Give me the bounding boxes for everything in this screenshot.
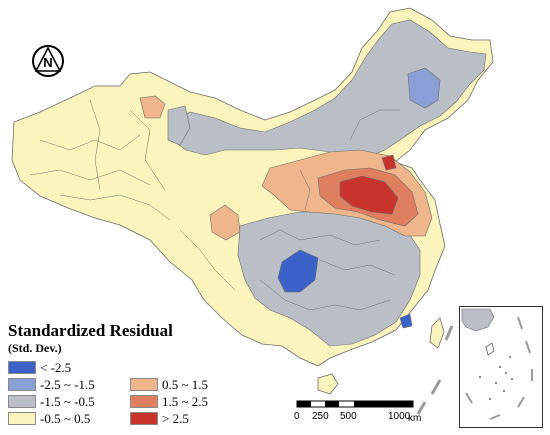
scale-unit: km: [408, 413, 422, 424]
scale-bar-graphic: [296, 400, 414, 408]
admin-boundaries: [29, 99, 400, 311]
legend-swatch: [8, 412, 36, 425]
north-arrow-ring: [32, 45, 64, 77]
region-orange-northwest: [139, 95, 166, 119]
legend-swatch: [8, 378, 36, 391]
region-blue-medium: [407, 67, 441, 109]
legend-swatch: [8, 395, 36, 408]
legend-swatch: [130, 395, 158, 408]
hainan-island: [317, 373, 339, 395]
legend-item: < -2.5: [8, 360, 71, 375]
legend-title: Standardized Residual: [8, 321, 173, 340]
legend-label: -0.5 ~ 0.5: [40, 411, 91, 426]
legend-swatch: [130, 378, 158, 391]
legend-item: 1.5 ~ 2.5: [130, 394, 208, 409]
region-grey-west: [167, 105, 191, 146]
legend-label: 1.5 ~ 2.5: [162, 394, 209, 409]
north-arrow-letter: N: [43, 55, 52, 70]
scale-tick-label: 0: [294, 411, 300, 422]
legend-item: > 2.5: [130, 411, 189, 426]
scale-tick-label: 250: [312, 411, 329, 422]
region-orange-west: [209, 204, 241, 241]
legend: Standardized Residual (Std. Dev.) < -2.5…: [8, 322, 308, 430]
north-arrow: N: [32, 45, 64, 77]
legend-entries: < -2.5 -2.5 ~ -1.5 -1.5 ~ -0.5 -0.5 ~ 0.…: [8, 360, 308, 430]
legend-label: 0.5 ~ 1.5: [162, 377, 209, 392]
legend-item: -2.5 ~ -1.5: [8, 377, 95, 392]
legend-item: 0.5 ~ 1.5: [130, 377, 208, 392]
scale-tick-label: 500: [340, 411, 357, 422]
legend-swatch: [130, 412, 158, 425]
region-red: [339, 175, 399, 215]
legend-label: -1.5 ~ -0.5: [40, 394, 95, 409]
legend-item: -0.5 ~ 0.5: [8, 411, 90, 426]
region-red-coast: [381, 154, 397, 171]
legend-swatch: [8, 361, 36, 374]
taiwan-island: [429, 317, 445, 349]
scale-tick-label: 1000: [388, 411, 411, 422]
legend-label: -2.5 ~ -1.5: [40, 377, 95, 392]
maritime-boundary: [416, 325, 454, 415]
legend-label: > 2.5: [162, 411, 189, 426]
south-china-sea-inset: [459, 306, 543, 428]
legend-item: -1.5 ~ -0.5: [8, 394, 95, 409]
region-blue-dark-coast: [399, 313, 413, 329]
region-blue-dark: [277, 249, 319, 293]
region-grey-north: [167, 19, 487, 161]
inset-map: [461, 308, 533, 420]
scale-bar: 0 250 500 1000 km: [294, 396, 456, 426]
legend-subtitle: (Std. Dev.): [8, 341, 62, 355]
legend-label: < -2.5: [40, 360, 72, 375]
north-arrow-triangle: [34, 46, 62, 72]
